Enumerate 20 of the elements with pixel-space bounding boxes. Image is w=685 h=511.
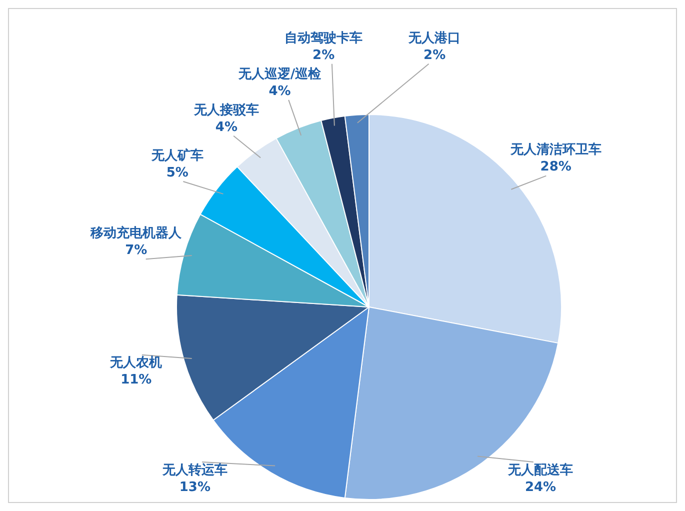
data-label: 28% [540,160,572,175]
data-label: 5% [166,165,188,180]
data-label: 13% [179,480,210,495]
data-label: 11% [120,372,152,388]
data-label: 4% [268,84,291,99]
data-label: 2% [312,48,335,63]
slice-label: 无人巡逻/巡检 [237,66,322,82]
data-label: 4% [215,120,238,135]
data-label: 24% [524,480,556,495]
slice-label: 移动充电机器人 [90,225,183,242]
data-label: 7% [125,243,148,258]
slice-label: 自动驾驶卡车 [284,30,363,46]
slice-label: 无人港口 [408,30,461,46]
data-label: 2% [424,48,446,63]
slice-label: 无人清洁环卫车 [509,142,602,158]
slice-label: 无人接驳车 [192,102,259,118]
slice-label: 无人农机 [109,356,162,371]
slice-label: 无人转运车 [161,462,228,478]
slice-label: 无人矿车 [150,147,204,164]
slice-label: 无人配送车 [507,462,574,478]
